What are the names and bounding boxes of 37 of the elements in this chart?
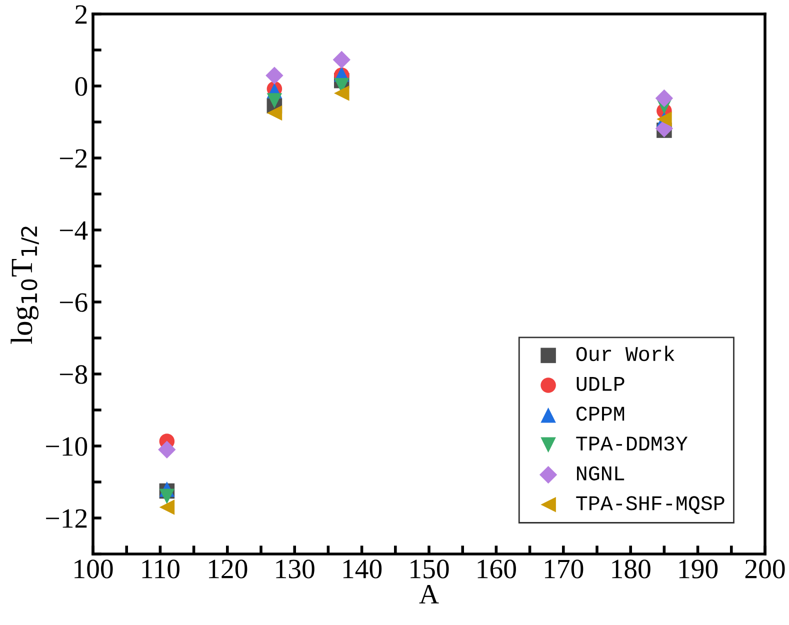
y-tick-label: −8 — [60, 365, 88, 384]
y-tick-label: −12 — [46, 509, 87, 528]
point — [159, 500, 175, 515]
x-tick-label: 170 — [545, 560, 584, 578]
x-tick-label: 180 — [612, 560, 650, 578]
legend-label: NGNL — [577, 466, 624, 480]
x-tick-label: 100 — [74, 560, 113, 578]
point — [332, 50, 350, 69]
x-tick-label: 190 — [679, 560, 718, 578]
y-tick-label: −2 — [60, 149, 87, 168]
x-tick-label: 150 — [410, 560, 449, 578]
y-tick-label: −4 — [60, 221, 88, 240]
point — [159, 488, 175, 504]
x-tick-label: 110 — [142, 560, 180, 578]
x-tick-label: 130 — [276, 560, 314, 578]
point — [334, 86, 350, 101]
legend-label: TPA-SHF-MQSP — [576, 496, 724, 514]
x-tick-label: 120 — [209, 560, 248, 578]
x-tick-label: 200 — [745, 560, 785, 578]
x-tick-label: 160 — [478, 560, 516, 578]
y-tick-label: 0 — [75, 77, 88, 96]
point — [158, 440, 176, 458]
point — [266, 93, 282, 108]
y-axis-title: log$_{10}$T$_{1/2}$ — [10, 226, 39, 344]
y-tick-label: −10 — [46, 437, 88, 456]
y-tick-label: 2 — [75, 5, 87, 24]
point — [655, 89, 674, 108]
point — [655, 120, 674, 138]
x-tick-label: 140 — [343, 560, 382, 578]
legend-label: TPA-DDM3Y — [576, 436, 688, 451]
x-axis-title: A — [419, 584, 439, 604]
legend-label: CPPM — [576, 406, 624, 421]
legend-label: UDLP — [576, 377, 624, 391]
point — [266, 66, 284, 84]
point — [266, 105, 282, 121]
legend-label: Our Work — [576, 346, 674, 362]
y-tick-label: −6 — [60, 293, 88, 312]
